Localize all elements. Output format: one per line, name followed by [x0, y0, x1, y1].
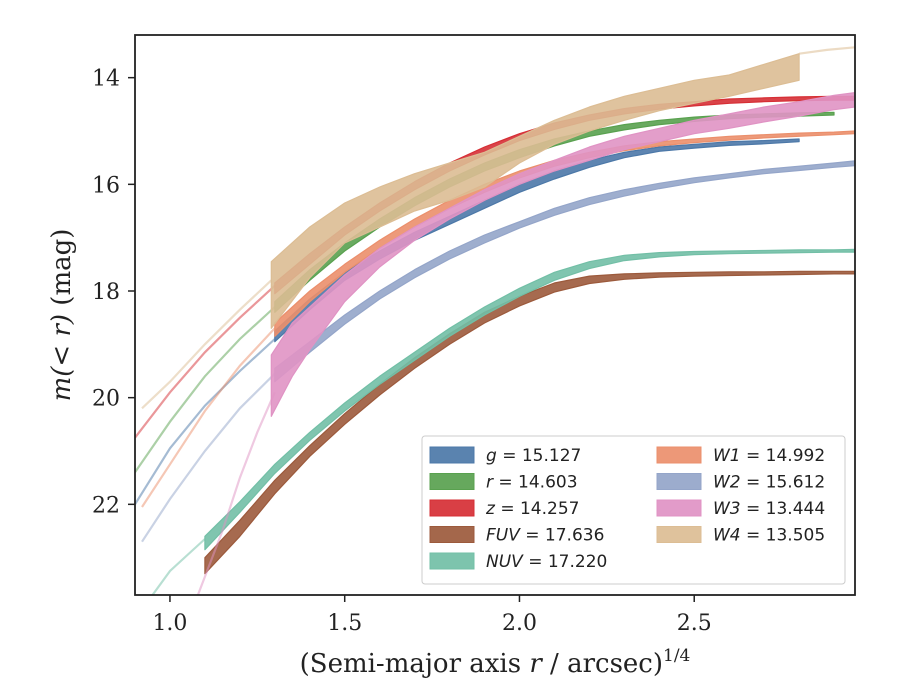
legend-label: g = 15.127 [486, 446, 581, 466]
legend-band-name: z [485, 499, 496, 519]
legend-band-name: W2 [713, 473, 741, 493]
plot-frame [134, 34, 856, 596]
series-w2-extrapolation [141, 372, 276, 543]
y-axis-label-arg: (< r) [47, 314, 77, 377]
legend-magnitude: = 15.612 [741, 473, 826, 493]
x-axis-label-tail: / arcsec) [542, 649, 663, 679]
legend-band-name: g [486, 446, 497, 466]
legend-magnitude: = 15.127 [497, 446, 582, 466]
legend-band-name: W1 [713, 446, 741, 466]
legend-band-name: r [486, 473, 494, 493]
series-w4 [141, 46, 855, 410]
legend-label: FUV = 17.636 [486, 526, 604, 546]
legend-swatch [656, 499, 702, 517]
legend-box [421, 435, 846, 585]
series-g-extrapolation [135, 338, 276, 505]
ticks-layer: 1.0 1.5 2.0 2.5 14 16 18 20 22 [92, 67, 712, 636]
legend-band-name: FUV [486, 526, 521, 546]
legend-magnitude: = 13.505 [741, 526, 826, 546]
series-w4-extrapolation-outer [798, 46, 855, 55]
legend-swatch [429, 526, 475, 543]
legend-entry-w3: W3 = 13.444 [656, 499, 825, 519]
legend-label: NUV = 17.220 [486, 552, 607, 572]
legend-magnitude: = 17.636 [520, 526, 605, 546]
legend-swatch [429, 446, 475, 464]
y-axis-label-unit: (mag) [47, 229, 77, 314]
legend-magnitude: = 17.220 [523, 552, 608, 572]
legend-entry-nuv: NUV = 17.220 [429, 552, 607, 572]
legend-label: W1 = 14.992 [713, 446, 825, 466]
legend-entry-w1: W1 = 14.992 [656, 446, 825, 466]
legend-entry-w2: W2 = 15.612 [656, 473, 825, 493]
y-tick-label: 22 [92, 493, 120, 518]
y-tick-label: 14 [92, 67, 120, 92]
series-layer [135, 46, 855, 595]
y-tick-label: 16 [92, 173, 120, 198]
y-axis-label-m: m [47, 377, 77, 402]
series-w2-band [274, 160, 855, 383]
series-nuv [151, 248, 855, 595]
y-tick-label: 18 [92, 280, 120, 305]
legend-swatch [656, 526, 702, 543]
legend-magnitude: = 13.444 [741, 499, 826, 519]
y-axis-label: m(< r) (mag) [47, 229, 77, 402]
legend-magnitude: = 14.603 [493, 473, 578, 493]
x-tick-label: 1.0 [152, 611, 187, 636]
legend-swatch [656, 473, 702, 490]
series-w3-extrapolation [196, 391, 276, 595]
legend-label: W2 = 15.612 [713, 473, 825, 493]
legend-entry-r: r = 14.603 [429, 473, 578, 493]
y-tick-label: 20 [92, 387, 120, 412]
series-w4-extrapolation [141, 279, 273, 410]
legend-label: z = 14.257 [485, 499, 579, 519]
legend-entry-z: z = 14.257 [429, 499, 579, 519]
legend-swatch [429, 552, 475, 570]
legend-label: W3 = 13.444 [713, 499, 825, 519]
series-nuv-band [204, 248, 855, 551]
x-tick-label: 2.0 [502, 611, 537, 636]
x-tick-label: 2.5 [677, 611, 712, 636]
legend-label: W4 = 13.505 [713, 526, 825, 546]
series-r-extrapolation [135, 306, 276, 473]
series-nuv-extrapolation [151, 538, 206, 595]
x-axis-label: (Semi-major axis r / arcsec)1/4 [300, 646, 691, 679]
series-w1-extrapolation [141, 327, 276, 508]
legend-swatch [656, 446, 702, 464]
x-axis-label-var: r [529, 649, 543, 679]
legend-swatch [429, 473, 475, 490]
legend-band-name: W4 [713, 526, 741, 546]
series-w2 [141, 160, 855, 543]
series-w3 [196, 92, 855, 595]
x-tick-label: 1.5 [327, 611, 362, 636]
legend-magnitude: = 14.992 [741, 446, 826, 466]
x-axis-label-exponent: 1/4 [663, 646, 690, 666]
series-w3-band [270, 92, 855, 417]
series-z-extrapolation [135, 284, 276, 439]
legend-label: r = 14.603 [486, 473, 578, 493]
legend-band-name: NUV [486, 552, 524, 572]
legend-swatch [429, 499, 475, 517]
x-axis-label-main: (Semi-major axis [300, 649, 530, 679]
legend-band-name: W3 [713, 499, 741, 519]
legend-entry-w4: W4 = 13.505 [656, 526, 825, 546]
legend-magnitude: = 14.257 [495, 499, 580, 519]
legend-entry-fuv: FUV = 17.636 [429, 526, 604, 546]
legend-entry-g: g = 15.127 [429, 446, 581, 466]
series-w4-band [270, 53, 800, 329]
